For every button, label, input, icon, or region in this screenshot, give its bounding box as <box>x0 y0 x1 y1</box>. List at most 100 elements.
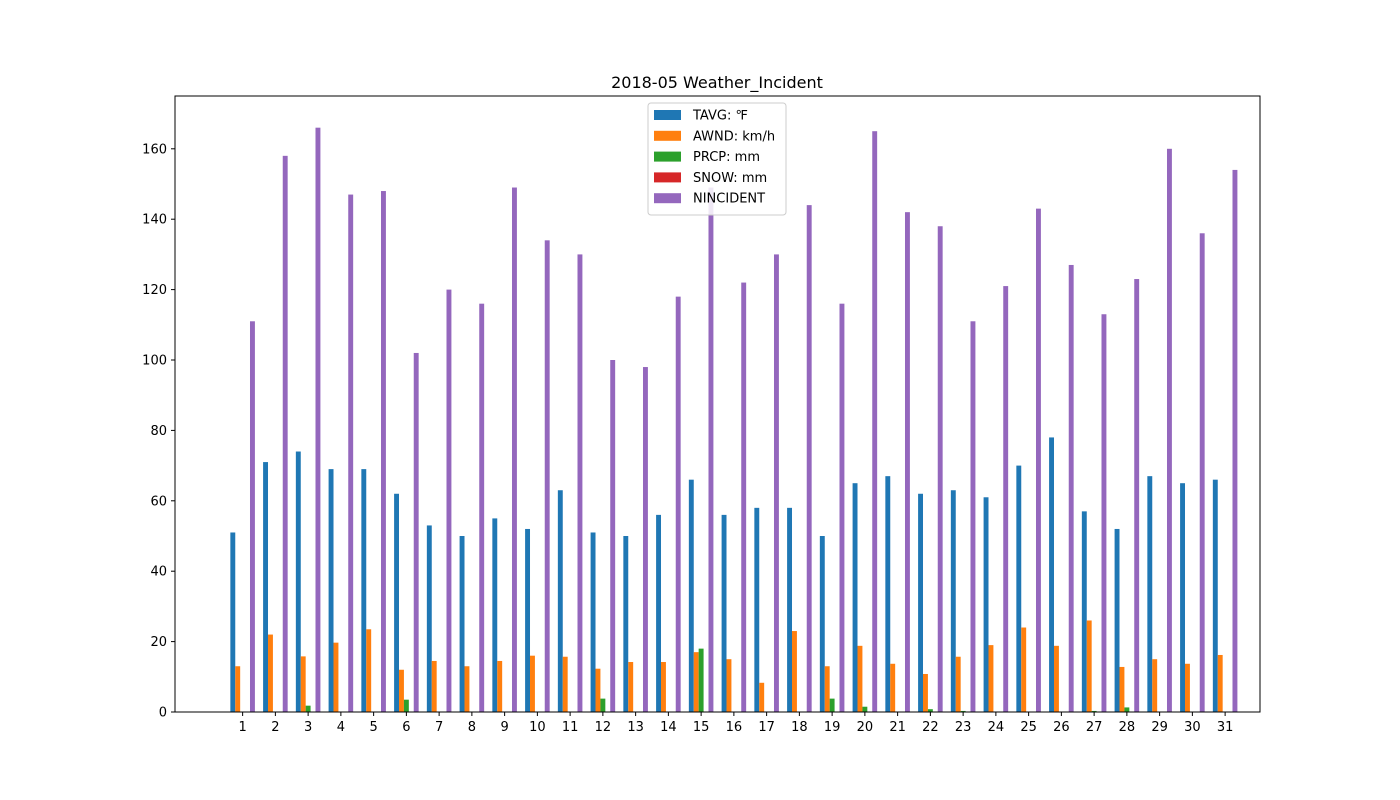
bar-2-day-6 <box>399 669 404 712</box>
x-tick-label: 13 <box>627 720 644 735</box>
bar-5-day-2 <box>282 155 288 713</box>
x-tick-label: 9 <box>500 720 508 735</box>
bar-1-day-27 <box>1081 511 1087 712</box>
legend-swatch <box>654 110 681 120</box>
bar-5-day-24 <box>1003 286 1009 712</box>
bar-2-day-14 <box>661 662 666 712</box>
x-tick-label: 23 <box>955 720 972 735</box>
x-tick-label: 31 <box>1217 720 1234 735</box>
x-tick-label: 4 <box>337 720 345 735</box>
bar-3-day-3 <box>305 705 311 712</box>
x-tick-label: 18 <box>791 720 808 735</box>
y-axis: 0 20 40 60 80 100 120 140 160 <box>142 142 175 721</box>
bar-5-day-13 <box>642 367 648 712</box>
x-tick-label: 5 <box>369 720 377 735</box>
bar-5-day-28 <box>1134 279 1140 712</box>
x-tick-label: 14 <box>660 720 677 735</box>
x-tick-label: 25 <box>1020 720 1037 735</box>
bar-5-day-5 <box>380 191 386 713</box>
x-tick-label: 1 <box>238 720 246 735</box>
bar-5-day-1 <box>249 321 255 712</box>
bar-5-day-22 <box>937 226 943 713</box>
bar-1-day-6 <box>394 493 400 712</box>
bar-5-day-17 <box>773 254 779 712</box>
bar-1-day-29 <box>1147 476 1153 712</box>
bar-1-day-4 <box>328 469 334 712</box>
x-tick-label: 16 <box>726 720 743 735</box>
bar-2-day-28 <box>1119 666 1125 712</box>
legend-label: PRCP: mm <box>693 150 760 165</box>
bar-1-day-11 <box>557 490 563 712</box>
bar-2-day-18 <box>792 631 797 712</box>
x-tick-label: 7 <box>435 720 443 735</box>
bar-2-day-3 <box>300 656 306 712</box>
x-tick-label: 2 <box>271 720 279 735</box>
bar-1-day-13 <box>623 536 629 712</box>
bar-3-day-22 <box>927 709 933 712</box>
y-tick-label: 140 <box>142 213 167 228</box>
bar-1-day-23 <box>950 490 956 712</box>
bar-2-day-10 <box>530 655 535 712</box>
y-tick-label: 120 <box>142 283 167 298</box>
bar-2-day-16 <box>726 659 732 712</box>
x-tick-label: 26 <box>1053 720 1070 735</box>
bar-2-day-25 <box>1021 627 1027 712</box>
bar-2-day-31 <box>1217 654 1223 712</box>
bar-1-day-5 <box>361 469 367 712</box>
bar-2-day-29 <box>1152 659 1158 712</box>
bar-1-day-16 <box>721 514 727 712</box>
bars-group <box>230 127 1238 713</box>
bar-1-day-1 <box>230 532 236 712</box>
x-tick-label: 17 <box>758 720 775 735</box>
bar-1-day-15 <box>688 479 694 712</box>
bar-3-day-15 <box>698 648 704 712</box>
bar-2-day-22 <box>923 673 928 712</box>
bar-5-day-25 <box>1035 208 1041 712</box>
y-tick-label: 100 <box>142 354 167 369</box>
bar-1-day-19 <box>819 536 825 712</box>
x-tick-label: 12 <box>595 720 612 735</box>
bar-2-day-19 <box>824 666 830 712</box>
bar-5-day-30 <box>1199 233 1205 712</box>
bar-3-day-23 <box>960 710 966 712</box>
bar-5-day-3 <box>315 127 321 713</box>
bar-2-day-27 <box>1086 620 1092 712</box>
bar-2-day-23 <box>955 656 961 712</box>
bar-1-day-10 <box>525 528 531 712</box>
bar-1-day-30 <box>1180 483 1186 712</box>
bar-1-day-25 <box>1016 465 1022 712</box>
bar-5-day-21 <box>904 212 910 712</box>
bar-1-day-21 <box>885 476 891 712</box>
bar-5-day-16 <box>741 282 747 712</box>
bar-1-day-26 <box>1049 437 1055 712</box>
bar-2-day-15 <box>693 652 699 712</box>
bar-3-day-6 <box>403 699 409 712</box>
bar-5-day-10 <box>544 240 550 712</box>
x-tick-label: 6 <box>402 720 410 735</box>
x-tick-label: 11 <box>562 720 579 735</box>
y-tick-label: 0 <box>159 706 167 721</box>
bar-3-day-12 <box>600 698 606 712</box>
legend-swatch <box>654 172 681 183</box>
chart-title: 2018-05 Weather_Incident <box>611 73 823 93</box>
y-tick-label: 60 <box>150 494 167 509</box>
bar-3-day-27 <box>1091 710 1097 712</box>
legend-swatch <box>654 151 681 162</box>
bar-5-day-14 <box>675 296 681 712</box>
bar-5-day-8 <box>479 303 485 712</box>
x-tick-label: 27 <box>1086 720 1103 735</box>
x-tick-label: 24 <box>988 720 1005 735</box>
bar-5-day-20 <box>872 131 878 712</box>
x-tick-label: 28 <box>1119 720 1136 735</box>
bar-1-day-22 <box>918 493 924 712</box>
x-tick-label: 20 <box>857 720 874 735</box>
bar-2-day-1 <box>235 666 241 712</box>
bar-2-day-9 <box>497 660 503 712</box>
bar-5-day-18 <box>806 205 812 712</box>
bar-2-day-4 <box>333 642 339 712</box>
bar-3-day-28 <box>1124 707 1130 712</box>
x-tick-label: 19 <box>824 720 841 735</box>
legend-label: TAVG: ℉ <box>692 109 748 124</box>
bar-1-day-8 <box>459 536 465 712</box>
